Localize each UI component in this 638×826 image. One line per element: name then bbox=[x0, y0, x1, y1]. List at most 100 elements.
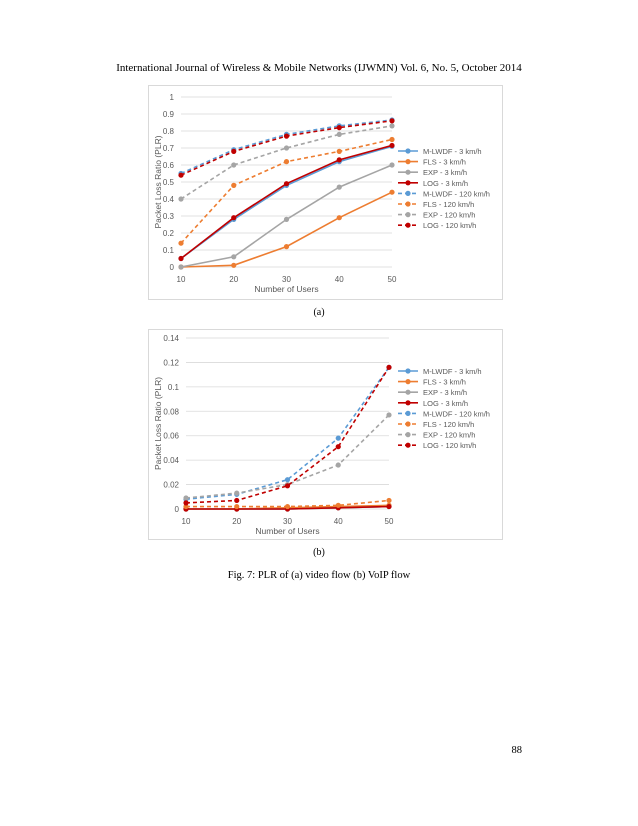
y-tick-label: 0.3 bbox=[163, 212, 175, 221]
legend-entry: FLS - 120 km/h bbox=[423, 420, 474, 429]
data-point bbox=[336, 125, 342, 131]
legend-entry: LOG - 3 km/h bbox=[423, 179, 468, 188]
y-tick-label: 0.08 bbox=[163, 407, 179, 416]
data-point bbox=[231, 215, 237, 221]
y-tick-label: 0 bbox=[170, 263, 175, 272]
y-tick-label: 0.06 bbox=[163, 432, 179, 441]
series-line bbox=[185, 366, 390, 501]
legend-swatch-marker bbox=[405, 421, 411, 427]
data-point bbox=[336, 157, 342, 163]
legend-entry: LOG - 120 km/h bbox=[423, 441, 476, 450]
data-point bbox=[284, 483, 291, 489]
legend-swatch-marker bbox=[405, 159, 411, 165]
data-point bbox=[336, 184, 342, 190]
legend-swatch-marker bbox=[405, 212, 411, 218]
data-point bbox=[335, 502, 341, 508]
data-point bbox=[178, 255, 184, 262]
legend-entry: M-LWDF - 3 km/h bbox=[423, 147, 482, 156]
data-point bbox=[178, 196, 184, 202]
y-axis-label: Packet Loss Ratio (PLR) bbox=[153, 135, 163, 228]
y-tick-label: 0.7 bbox=[163, 144, 175, 153]
data-point bbox=[389, 123, 395, 129]
legend-swatch-marker bbox=[405, 180, 411, 186]
data-point bbox=[336, 215, 342, 221]
legend-entry: LOG - 120 km/h bbox=[423, 221, 476, 230]
data-point bbox=[336, 148, 342, 154]
voip-flow-plr-plot: 0 0.02 0.04 0.06 0.08 0.1 0.12 0.14 10 20 30 40 50 Nu… bbox=[153, 334, 490, 536]
y-tick-label: 0.4 bbox=[163, 195, 175, 204]
data-point bbox=[283, 145, 290, 151]
data-point bbox=[386, 503, 392, 510]
x-tick-label: 20 bbox=[232, 517, 241, 526]
data-point bbox=[283, 216, 290, 222]
data-point bbox=[386, 412, 392, 418]
x-tick-label: 40 bbox=[335, 275, 344, 284]
legend-swatch-marker bbox=[405, 389, 411, 395]
data-point bbox=[231, 182, 237, 188]
data-point bbox=[284, 477, 291, 483]
data-point bbox=[283, 181, 290, 187]
data-point bbox=[231, 262, 237, 268]
legend-entry: FLS - 3 km/h bbox=[423, 378, 466, 387]
voip-flow-plr-chart: 0 0.02 0.04 0.06 0.08 0.1 0.12 0.14 10 20 30 40 50 Nu… bbox=[148, 329, 503, 540]
data-point bbox=[389, 136, 395, 143]
legend-swatch-marker bbox=[405, 400, 411, 406]
data-point bbox=[234, 490, 240, 496]
x-tick-label: 30 bbox=[282, 275, 291, 284]
data-point bbox=[335, 435, 341, 441]
data-point bbox=[231, 254, 237, 260]
x-tick-label: 20 bbox=[229, 275, 238, 284]
data-point bbox=[389, 162, 395, 168]
journal-header: International Journal of Wireless & Mobi… bbox=[116, 62, 522, 74]
data-point bbox=[335, 444, 341, 450]
figure-caption: Fig. 7: PLR of (a) video flow (b) VoIP f… bbox=[227, 570, 411, 581]
data-point bbox=[234, 503, 240, 510]
data-point bbox=[336, 131, 342, 137]
data-point bbox=[389, 142, 395, 149]
y-tick-label: 0.04 bbox=[163, 456, 179, 465]
legend-swatch-marker bbox=[405, 148, 411, 154]
legend-swatch-marker bbox=[405, 201, 411, 207]
data-point bbox=[234, 497, 240, 504]
y-tick-label: 1 bbox=[170, 93, 175, 102]
legend-swatch-marker bbox=[405, 222, 411, 228]
y-tick-label: 0.02 bbox=[163, 481, 179, 490]
data-point bbox=[183, 503, 189, 510]
subfigure-caption-a: (a) bbox=[313, 307, 325, 318]
y-tick-label: 0.5 bbox=[163, 178, 175, 187]
y-tick-label: 0.8 bbox=[163, 127, 175, 136]
x-tick-label: 10 bbox=[177, 275, 186, 284]
data-point bbox=[386, 497, 392, 504]
x-tick-label: 40 bbox=[334, 517, 343, 526]
data-point bbox=[178, 264, 184, 270]
x-tick-label: 50 bbox=[385, 517, 394, 526]
x-tick-label: 30 bbox=[283, 517, 292, 526]
legend-entry: M-LWDF - 120 km/h bbox=[423, 409, 490, 418]
data-point bbox=[283, 159, 290, 165]
video-flow-plr-chart: 0 0.1 0.2 0.3 0.4 0.5 0.6 0.7 0.8 0.9 1 10 20 30 40 50 N… bbox=[148, 85, 503, 300]
y-tick-label: 0.9 bbox=[163, 110, 175, 119]
data-point bbox=[389, 189, 395, 195]
data-point bbox=[283, 244, 290, 250]
y-tick-label: 0.2 bbox=[163, 229, 175, 238]
y-tick-label: 0.1 bbox=[168, 383, 180, 392]
legend-entry: EXP - 3 km/h bbox=[423, 388, 467, 397]
data-point bbox=[386, 364, 392, 370]
legend-entry: LOG - 3 km/h bbox=[423, 399, 468, 408]
page-number: 88 bbox=[511, 745, 523, 756]
data-point bbox=[178, 240, 184, 246]
legend-entry: FLS - 3 km/h bbox=[423, 158, 466, 167]
series-line bbox=[180, 125, 393, 200]
series-line bbox=[185, 366, 390, 504]
data-point bbox=[283, 133, 290, 139]
y-tick-label: 0.6 bbox=[163, 161, 175, 170]
x-axis-label: Number of Users bbox=[255, 526, 319, 536]
series-line bbox=[180, 191, 393, 268]
legend-swatch-marker bbox=[405, 190, 411, 196]
data-point bbox=[284, 503, 291, 510]
legend-entry: EXP - 3 km/h bbox=[423, 168, 467, 177]
data-point bbox=[389, 118, 395, 124]
x-axis-label: Number of Users bbox=[254, 284, 318, 294]
video-flow-plr-plot: 0 0.1 0.2 0.3 0.4 0.5 0.6 0.7 0.8 0.9 1 10 20 30 40 50 N… bbox=[153, 93, 490, 294]
subfigure-caption-b: (b) bbox=[313, 547, 325, 558]
